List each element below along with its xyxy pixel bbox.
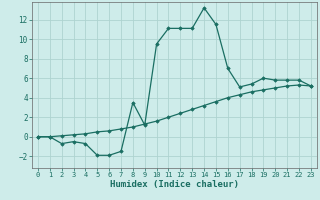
X-axis label: Humidex (Indice chaleur): Humidex (Indice chaleur) bbox=[110, 180, 239, 189]
